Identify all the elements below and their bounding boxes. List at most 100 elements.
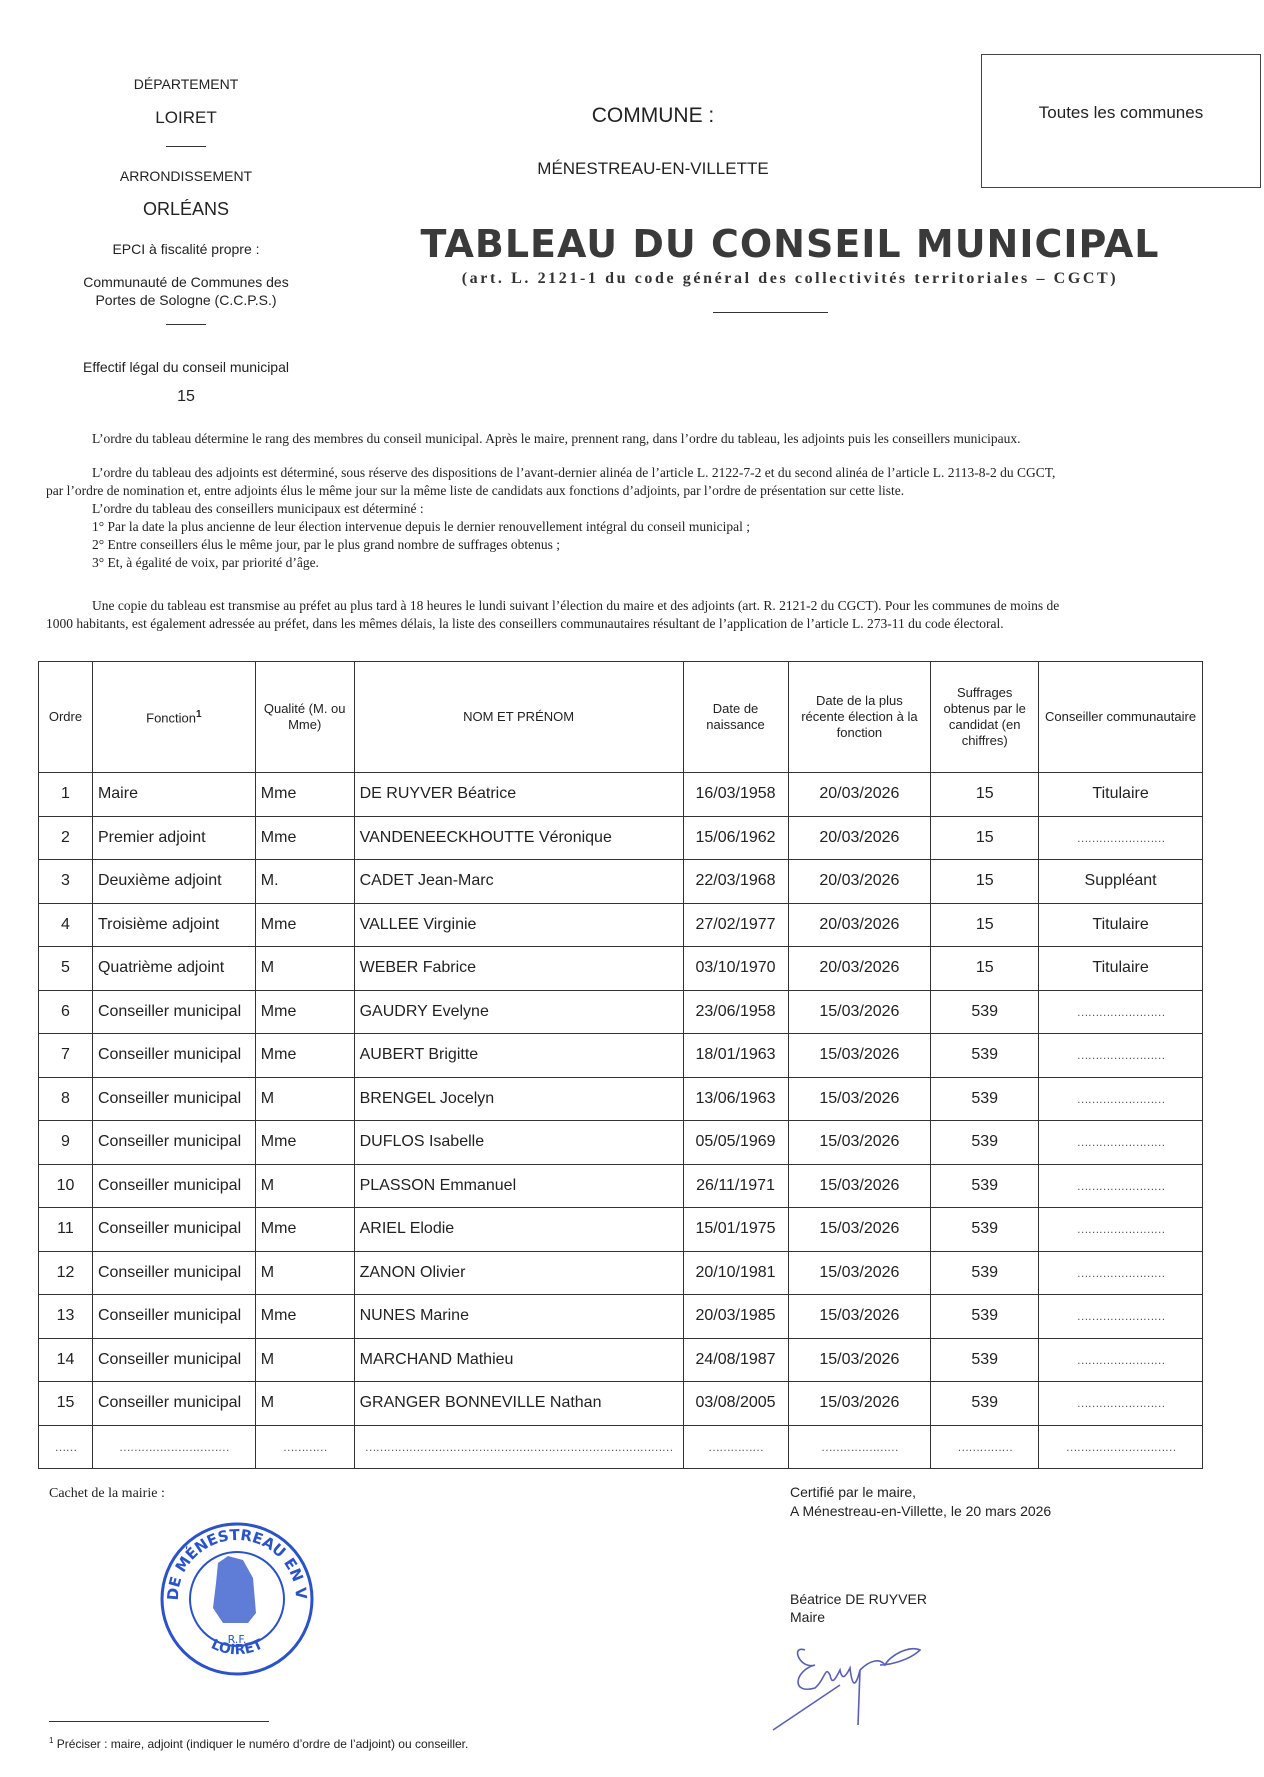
cell-ordre: 10 (38, 1163, 93, 1208)
paragraph-2b: par l’ordre de nomination et, entre adjo… (46, 483, 905, 498)
cell-naissance: 24/08/1987 (682, 1337, 789, 1382)
header-fonction-label: Fonction (146, 710, 197, 726)
cell-fonction: Deuxième adjoint (91, 859, 256, 904)
svg-text:LOIRET: LOIRET (209, 1636, 266, 1658)
paragraph-3: L’ordre du tableau des conseillers munic… (92, 501, 424, 516)
header-communautaire: Conseiller communautaire (1038, 661, 1203, 773)
cell-election: 20/03/2026 (787, 815, 932, 860)
cell-ordre: …… (38, 1424, 93, 1469)
cell-ordre: 4 (38, 902, 93, 947)
cell-communautaire: …………………… (1038, 1381, 1203, 1426)
cell-ordre: 1 (38, 772, 93, 817)
cell-nom: PLASSON Emmanuel (353, 1163, 684, 1208)
cell-communautaire: …………………… (1038, 1337, 1203, 1382)
cell-ordre: 8 (38, 1076, 93, 1121)
cell-qualite: M (254, 1076, 355, 1121)
mairie-stamp: MAIRIE DE MÉNESTREAU EN VILLETTE LOIRET … (158, 1518, 314, 1676)
header-election: Date de la plus récente élection à la fo… (787, 661, 932, 773)
table-row: 2 Premier adjoint Mme VANDENEECKHOUTTE Véro… (38, 815, 1203, 860)
cell-qualite: Mme (254, 772, 355, 817)
cell-communautaire: …………………… (1038, 1294, 1203, 1339)
cell-naissance: 03/08/2005 (682, 1381, 789, 1426)
cell-communautaire: Titulaire (1038, 772, 1203, 817)
paragraph-2a: L’ordre du tableau des adjoints est déte… (92, 465, 1056, 480)
cell-fonction: Conseiller municipal (91, 1381, 256, 1426)
cell-communautaire: …………………… (1038, 1250, 1203, 1295)
cell-election: 20/03/2026 (787, 946, 932, 991)
cell-qualite: M. (254, 859, 355, 904)
cell-communautaire: Titulaire (1038, 946, 1203, 991)
paragraph-3-1: 1° Par la date la plus ancienne de leur … (92, 519, 751, 534)
cell-qualite: M (254, 1337, 355, 1382)
cell-qualite: M (254, 1250, 355, 1295)
cell-election: ………………… (787, 1424, 932, 1469)
cell-communautaire: ………………………… (1038, 1424, 1203, 1469)
header-qualite: Qualité (M. ou Mme) (254, 661, 355, 773)
cell-suffrages: 539 (930, 1033, 1040, 1078)
table-row: 3 Deuxième adjoint M. CADET Jean-Marc 22/03/… (38, 859, 1203, 904)
cell-election: 15/03/2026 (787, 989, 932, 1034)
cell-suffrages: 15 (930, 946, 1040, 991)
cell-election: 15/03/2026 (787, 1381, 932, 1426)
cell-election: 15/03/2026 (787, 1294, 932, 1339)
box-text: Toutes les communes (1038, 103, 1204, 122)
cachet-label: Cachet de la mairie : (49, 1486, 165, 1501)
cell-qualite: Mme (254, 1033, 355, 1078)
epci-line2: Portes de Sologne (C.C.P.S.) (95, 292, 277, 308)
paragraph-4b: 1000 habitants, est également adressée a… (46, 616, 1004, 631)
table-row: 5 Quatrième adjoint M WEBER Fabrice 03/10/19… (38, 946, 1203, 991)
cell-naissance: 16/03/1958 (682, 772, 789, 817)
cell-naissance: 15/01/1975 (682, 1207, 789, 1252)
footnote-text: Préciser : maire, adjoint (indiquer le n… (56, 1737, 469, 1751)
stamp-center: R.F. (228, 1633, 247, 1646)
cell-communautaire: …………………… (1038, 989, 1203, 1034)
page-subtitle: (art. L. 2121-1 du code général des coll… (461, 270, 1119, 287)
effectif-value: 15 (177, 388, 195, 405)
departement-label: DÉPARTEMENT (133, 76, 239, 92)
table-row: 6 Conseiller municipal Mme GAUDRY Evelyne 23… (38, 989, 1203, 1034)
cell-communautaire: …………………… (1038, 815, 1203, 860)
cell-nom: BRENGEL Jocelyn (353, 1076, 684, 1121)
cell-communautaire: …………………… (1038, 1120, 1203, 1165)
header-fonction: Fonction1 (91, 661, 256, 773)
cell-suffrages: 539 (930, 1250, 1040, 1295)
cell-nom: AUBERT Brigitte (353, 1033, 684, 1078)
cell-naissance: 23/06/1958 (682, 989, 789, 1034)
table-row: 1 Maire Mme DE RUYVER Béatrice 16/03/1958 20/… (38, 772, 1203, 817)
table-row: 7 Conseiller municipal Mme AUBERT Brigitte 1… (38, 1033, 1203, 1078)
cell-nom: ARIEL Elodie (353, 1207, 684, 1252)
cell-fonction: Conseiller municipal (91, 1207, 256, 1252)
footnote: 1 Préciser : maire, adjoint (indiquer le… (49, 1736, 468, 1751)
cell-suffrages: 539 (930, 989, 1040, 1034)
paragraph-4a: Une copie du tableau est transmise au pr… (92, 598, 1060, 613)
cell-naissance: 27/02/1977 (682, 902, 789, 947)
cell-suffrages: …………… (930, 1424, 1040, 1469)
cell-nom: VANDENEECKHOUTTE Véronique (353, 815, 684, 860)
cell-suffrages: 539 (930, 1381, 1040, 1426)
cell-ordre: 12 (38, 1250, 93, 1295)
cell-ordre: 11 (38, 1207, 93, 1252)
cell-nom: DE RUYVER Béatrice (353, 772, 684, 817)
cell-communautaire: Titulaire (1038, 902, 1203, 947)
blank-row: …………………………………………………………………………………………………………… (38, 1424, 1203, 1469)
cell-qualite: Mme (254, 1120, 355, 1165)
cell-election: 15/03/2026 (787, 1120, 932, 1165)
epci-line1: Communauté de Communes des (83, 274, 289, 290)
cell-ordre: 13 (38, 1294, 93, 1339)
cell-ordre: 6 (38, 989, 93, 1034)
cell-ordre: 9 (38, 1120, 93, 1165)
cell-ordre: 7 (38, 1033, 93, 1078)
paragraph-3-3: 3° Et, à égalité de voix, par priorité d… (92, 555, 319, 570)
table-row: 12 Conseiller municipal M ZANON Olivier 20/1… (38, 1250, 1203, 1295)
cell-nom: VALLEE Virginie (353, 902, 684, 947)
header-suffrages: Suffrages obtenus par le candidat (en ch… (930, 661, 1040, 773)
council-table: Ordre Fonction1 Qualité (M. ou Mme) NOM … (38, 661, 1203, 1469)
cell-nom: MARCHAND Mathieu (353, 1337, 684, 1382)
cell-nom: GRANGER BONNEVILLE Nathan (353, 1381, 684, 1426)
cell-naissance: 26/11/1971 (682, 1163, 789, 1208)
table-row: 11 Conseiller municipal Mme ARIEL Elodie 15/… (38, 1207, 1203, 1252)
cell-qualite: Mme (254, 989, 355, 1034)
cell-fonction: Conseiller municipal (91, 1250, 256, 1295)
cell-election: 20/03/2026 (787, 772, 932, 817)
cell-fonction: ………………………… (91, 1424, 256, 1469)
